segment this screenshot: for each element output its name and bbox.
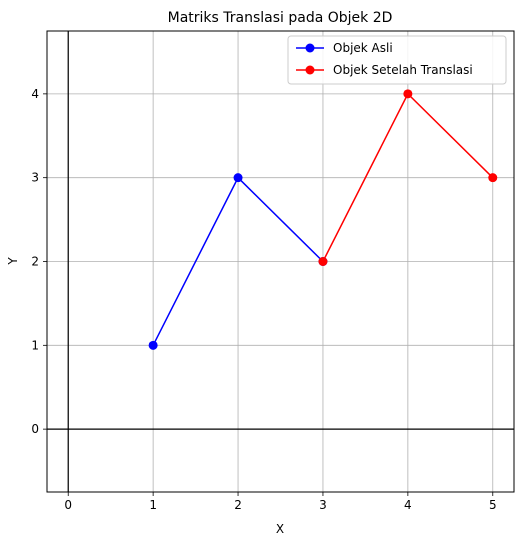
legend-label: Objek Setelah Translasi	[333, 63, 473, 77]
x-axis-label: X	[276, 522, 284, 536]
data-point	[148, 340, 158, 350]
series-2	[318, 89, 498, 266]
grid	[47, 31, 514, 492]
series-layer	[148, 89, 498, 350]
data-point	[488, 173, 498, 183]
data-point	[403, 89, 413, 99]
y-tick-label: 1	[31, 338, 39, 352]
chart-title: Matriks Translasi pada Objek 2D	[168, 10, 393, 26]
x-tick-label: 0	[64, 498, 72, 512]
x-tick-label: 5	[489, 498, 497, 512]
x-tick-label: 1	[149, 498, 157, 512]
ticks: 0 1 2 3 4 5 0 1 2 3 4	[31, 87, 496, 512]
x-tick-label: 3	[319, 498, 327, 512]
y-tick-label: 0	[31, 422, 39, 436]
legend-label: Objek Asli	[333, 41, 393, 55]
x-tick-label: 4	[404, 498, 412, 512]
data-point	[233, 173, 243, 183]
y-tick-label: 4	[31, 87, 39, 101]
y-tick-label: 3	[31, 171, 39, 185]
zero-axis-lines	[47, 31, 514, 492]
legend: Objek Asli Objek Setelah Translasi	[287, 35, 507, 85]
data-point	[318, 257, 328, 266]
legend-box	[287, 35, 507, 85]
legend-swatch-marker	[305, 65, 315, 75]
y-axis-label: Y	[6, 257, 20, 266]
x-tick-label: 2	[234, 498, 242, 512]
y-tick-label: 2	[31, 255, 39, 269]
legend-swatch-marker	[305, 43, 315, 53]
